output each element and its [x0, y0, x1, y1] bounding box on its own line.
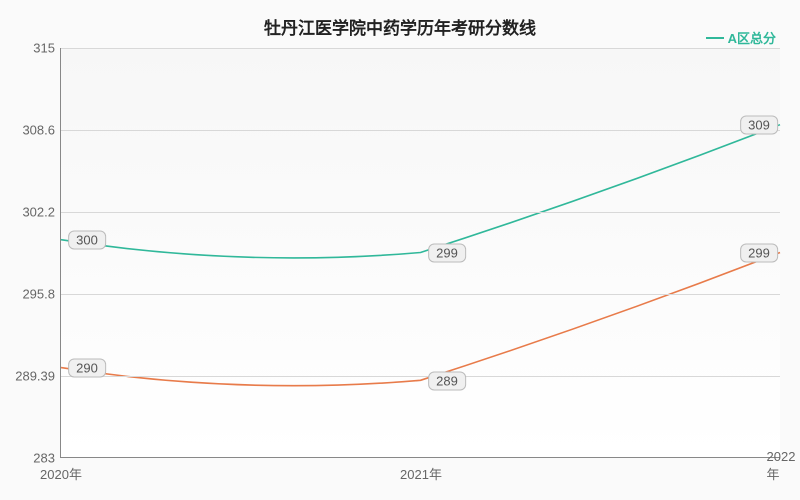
y-tick-label: 289.39 — [11, 369, 55, 384]
point-label: 299 — [428, 244, 466, 263]
legend-swatch-a — [706, 37, 724, 39]
point-label: 309 — [740, 115, 778, 134]
gridline-h — [61, 212, 780, 213]
point-label: 290 — [68, 359, 106, 378]
chart-title: 牡丹江医学院中药学历年考研分数线 — [0, 14, 800, 39]
y-tick-label: 302.2 — [11, 205, 55, 220]
y-tick-label: 308.6 — [11, 123, 55, 138]
chart-lines-svg — [61, 48, 780, 457]
series-line — [61, 253, 780, 386]
plot-area: 283289.39295.8302.2308.63152020年2021年202… — [60, 48, 780, 458]
x-tick-label: 2020年 — [40, 464, 82, 483]
x-tick-label: 2022年 — [767, 449, 796, 483]
point-label: 300 — [68, 231, 106, 250]
chart-container: 牡丹江医学院中药学历年考研分数线 A区总分 B区总分 283289.39295.… — [0, 0, 800, 500]
gridline-h — [61, 48, 780, 49]
legend-label-a: A区总分 — [728, 28, 776, 47]
gridline-h — [61, 130, 780, 131]
y-tick-label: 315 — [11, 41, 55, 56]
point-label: 299 — [740, 244, 778, 263]
series-line — [61, 125, 780, 258]
gridline-h — [61, 376, 780, 377]
gridline-h — [61, 294, 780, 295]
y-tick-label: 295.8 — [11, 287, 55, 302]
point-label: 289 — [428, 372, 466, 391]
legend-item-a: A区总分 — [706, 28, 776, 47]
x-tick-label: 2021年 — [400, 464, 442, 483]
